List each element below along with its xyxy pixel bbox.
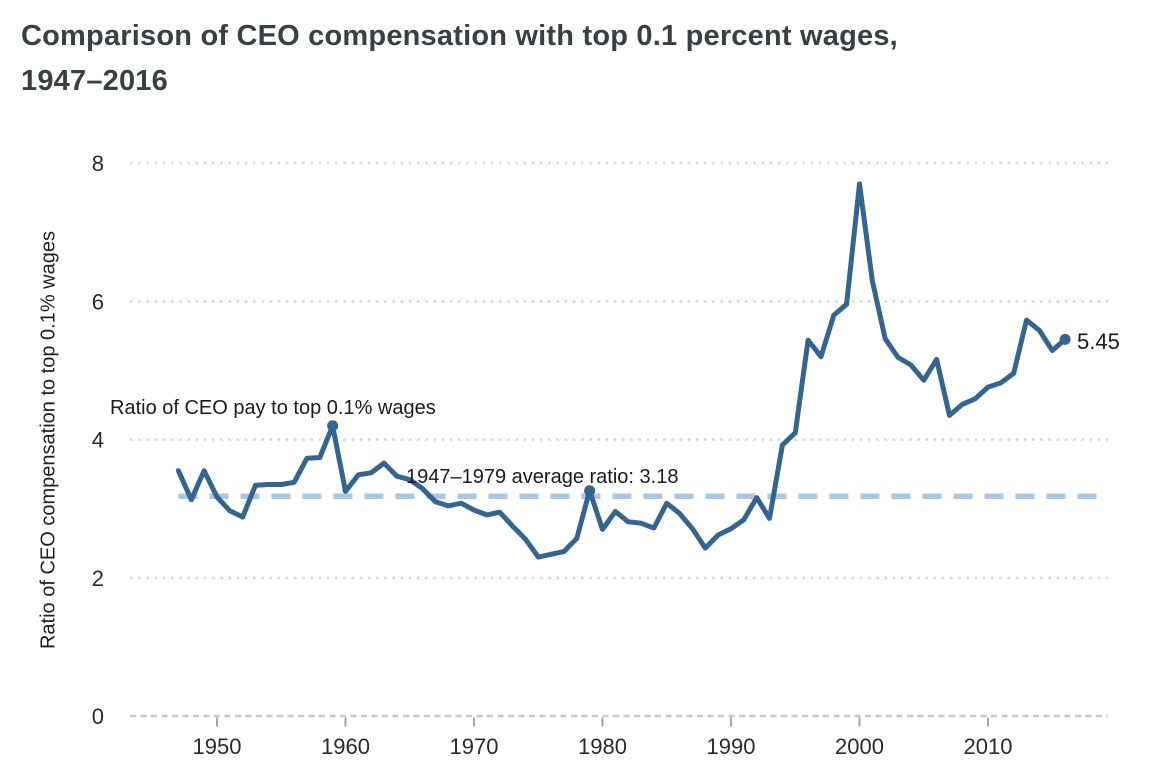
marked-point-2016 (1059, 333, 1071, 345)
x-tick-label-2010: 2010 (964, 734, 1013, 759)
x-tick-label-1960: 1960 (321, 734, 370, 759)
end-value-label: 5.45 (1077, 329, 1120, 354)
chart-title-line1: Comparison of CEO compensation with top … (21, 20, 898, 52)
y-tick-label-8: 8 (92, 151, 104, 176)
y-tick-label-4: 4 (92, 428, 104, 453)
x-tick-label-1990: 1990 (707, 734, 756, 759)
average-line-annotation: 1947–1979 average ratio: 3.18 (406, 466, 679, 488)
marked-point-1959 (327, 420, 339, 432)
x-tick-label-1950: 1950 (193, 734, 242, 759)
x-tick-label-2000: 2000 (835, 734, 884, 759)
x-tick-label-1980: 1980 (578, 734, 627, 759)
chart-title: Comparison of CEO compensation with top … (21, 14, 1151, 104)
y-tick-label-6: 6 (92, 289, 104, 314)
ceo-ratio-line (175, 181, 1068, 560)
x-tick-label-1970: 1970 (450, 734, 499, 759)
chart-title-line2: 1947–2016 (21, 65, 168, 97)
series-annotation: Ratio of CEO pay to top 0.1% wages (110, 397, 436, 419)
y-tick-label-0: 0 (92, 704, 104, 729)
marked-point-1979 (584, 485, 596, 497)
y-tick-label-2: 2 (92, 566, 104, 591)
